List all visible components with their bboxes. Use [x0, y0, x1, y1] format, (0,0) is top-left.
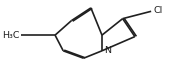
Text: H₃C: H₃C — [3, 31, 20, 40]
Text: Cl: Cl — [154, 6, 163, 15]
Text: N: N — [104, 46, 111, 55]
